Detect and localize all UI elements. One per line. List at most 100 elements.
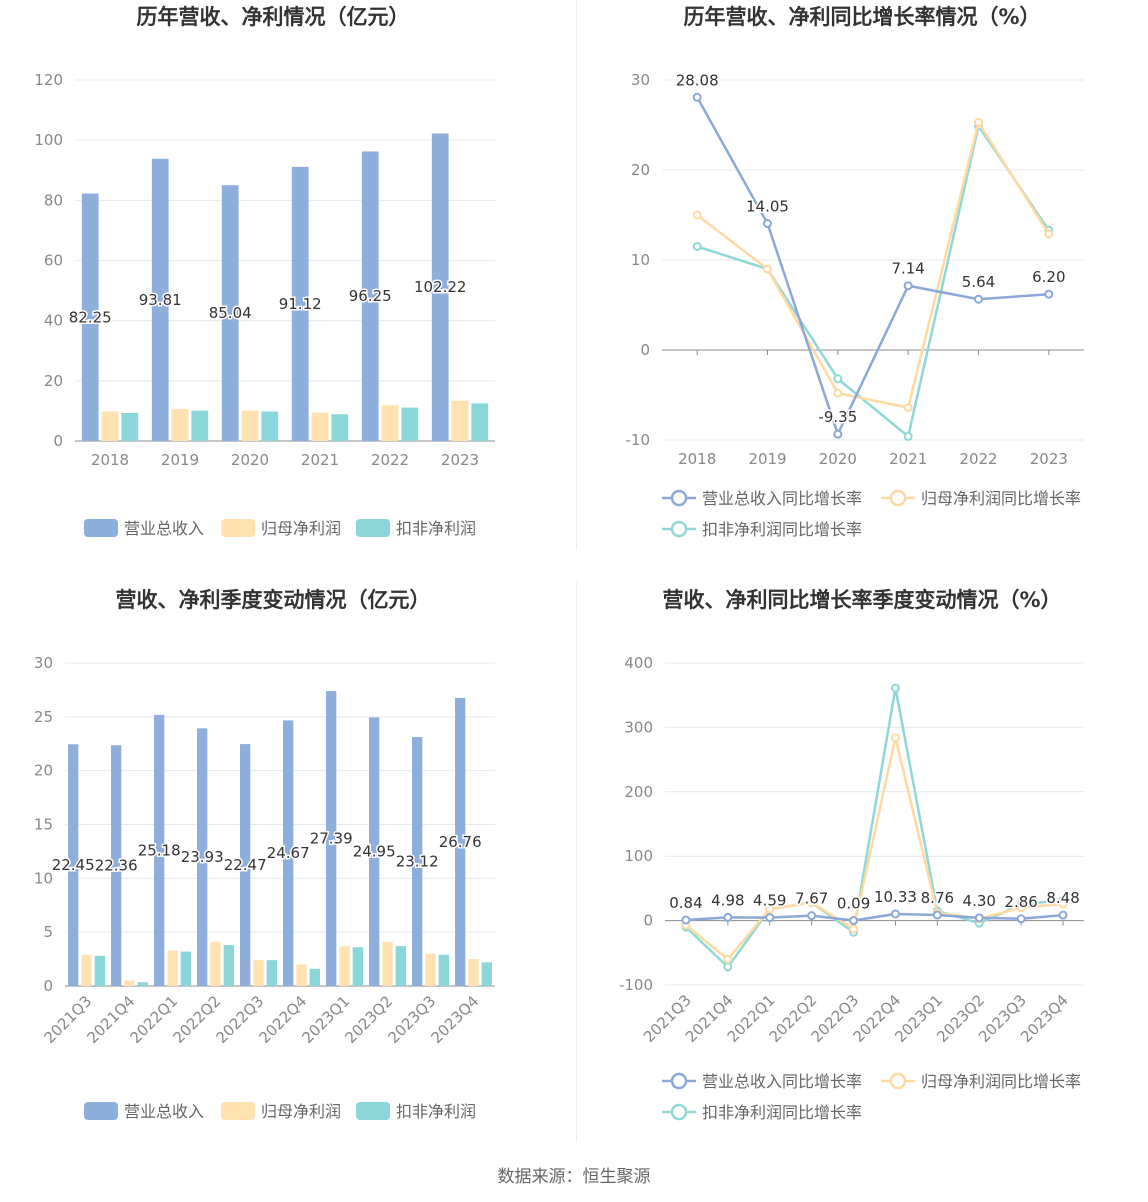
bar-deducted-profit bbox=[121, 413, 139, 441]
data-label: 23.12 bbox=[396, 853, 439, 871]
y-tick-label: 0 bbox=[53, 432, 63, 450]
bar-deducted-profit bbox=[261, 411, 279, 441]
data-point bbox=[903, 431, 913, 441]
legend-item: 归母净利润同比增长率 bbox=[881, 489, 1081, 508]
data-point bbox=[974, 913, 984, 923]
x-tick-label: 2020 bbox=[819, 450, 857, 468]
data-point bbox=[765, 913, 775, 923]
data-label: 22.36 bbox=[95, 857, 138, 875]
bar-parent-profit bbox=[425, 953, 436, 986]
data-label: 6.20 bbox=[1032, 268, 1065, 286]
bar-deducted-profit bbox=[223, 945, 234, 986]
y-tick-label: 0 bbox=[640, 341, 650, 359]
legend-label: 营业总收入同比增长率 bbox=[702, 1072, 862, 1091]
data-point bbox=[765, 904, 775, 914]
y-tick-label: 20 bbox=[631, 161, 650, 179]
y-tick-label: 10 bbox=[34, 869, 53, 887]
data-point bbox=[807, 898, 817, 908]
bar-revenue bbox=[151, 158, 169, 441]
y-tick-label: 100 bbox=[624, 847, 653, 865]
bar-revenue bbox=[221, 185, 239, 441]
legend-swatch bbox=[84, 1102, 118, 1120]
legend-swatch-marker bbox=[670, 520, 688, 538]
legend-swatch bbox=[356, 1102, 390, 1120]
legend-item: 归母净利润 bbox=[221, 519, 341, 538]
data-point bbox=[807, 911, 817, 921]
bar-parent-profit bbox=[339, 946, 350, 986]
data-point bbox=[849, 916, 859, 926]
bar-revenue bbox=[197, 728, 208, 986]
data-point bbox=[1058, 899, 1068, 909]
x-tick-label: 2023 bbox=[441, 451, 479, 469]
bar-revenue bbox=[154, 714, 165, 986]
bar-parent-profit bbox=[167, 950, 178, 986]
bar-deducted-profit bbox=[331, 414, 349, 441]
data-label: 27.39 bbox=[310, 830, 353, 848]
vertical-divider-top bbox=[576, 0, 577, 550]
legend-label: 营业总收入 bbox=[124, 1102, 204, 1121]
legend-swatch-marker bbox=[670, 1103, 688, 1121]
y-tick-label: 25 bbox=[34, 708, 53, 726]
data-point bbox=[692, 92, 702, 102]
bar-revenue bbox=[361, 151, 379, 441]
data-label: 5.64 bbox=[962, 273, 995, 291]
legend-swatch-marker bbox=[889, 1072, 907, 1090]
data-label: -9.35 bbox=[818, 408, 857, 426]
y-tick-label: 5 bbox=[43, 923, 53, 941]
y-tick-label: 40 bbox=[44, 312, 63, 330]
bar-deducted-profit bbox=[266, 960, 277, 986]
x-tick-label: 2022 bbox=[959, 450, 997, 468]
data-label: 8.76 bbox=[921, 889, 954, 907]
chart-annual_amount: 历年营收、净利情况（亿元） 0 20 40 60 80 100 120 2018 2019 2020… bbox=[34, 5, 495, 538]
bar-parent-profit bbox=[382, 941, 393, 986]
data-label: 4.98 bbox=[711, 891, 744, 909]
data-label: 4.59 bbox=[753, 892, 786, 910]
chart-quarter_amount: 营收、净利季度变动情况（亿元）0510152025302021Q32021Q42… bbox=[34, 588, 495, 1121]
data-point bbox=[974, 294, 983, 304]
legend-swatch bbox=[84, 519, 118, 537]
series-line-deducted-profit bbox=[696, 124, 1050, 438]
bar-parent-profit bbox=[81, 954, 92, 986]
legend-item: 扣非净利润同比增长率 bbox=[662, 1103, 862, 1122]
legend-item: 扣非净利润同比增长率 bbox=[662, 520, 862, 539]
bar-parent-profit bbox=[468, 959, 479, 986]
x-tick-label: 2019 bbox=[161, 451, 199, 469]
bar-parent-profit bbox=[101, 411, 119, 441]
data-point bbox=[681, 915, 691, 925]
y-tick-label: 30 bbox=[631, 71, 650, 89]
data-label: 4.30 bbox=[963, 892, 996, 910]
data-point bbox=[932, 910, 942, 920]
bar-parent-profit bbox=[241, 410, 259, 441]
x-tick-label: 2022 bbox=[371, 451, 409, 469]
legend-swatch bbox=[356, 519, 390, 537]
data-point bbox=[763, 264, 772, 274]
data-point bbox=[833, 388, 843, 398]
bar-revenue bbox=[431, 133, 449, 441]
data-label: 26.76 bbox=[439, 833, 482, 851]
data-label: 14.05 bbox=[746, 198, 789, 216]
data-label: 7.14 bbox=[891, 260, 924, 278]
y-tick-label: -100 bbox=[619, 976, 653, 994]
bar-revenue bbox=[111, 745, 122, 986]
series-line-parent-profit bbox=[685, 736, 1064, 961]
bar-deducted-profit bbox=[395, 946, 406, 986]
data-label: 22.47 bbox=[224, 856, 267, 874]
x-tick-label: 2019 bbox=[748, 450, 786, 468]
data-label: 85.04 bbox=[209, 304, 252, 322]
legend-item: 归母净利润同比增长率 bbox=[881, 1072, 1081, 1091]
y-tick-label: 15 bbox=[34, 816, 53, 834]
legend-label: 归母净利润同比增长率 bbox=[921, 489, 1081, 508]
bar-parent-profit bbox=[381, 405, 399, 441]
data-label: 82.25 bbox=[69, 308, 112, 326]
data-point bbox=[1016, 914, 1026, 924]
legend-label: 扣非净利润 bbox=[396, 1102, 476, 1121]
y-tick-label: 60 bbox=[44, 252, 63, 270]
legend-label: 归母净利润 bbox=[261, 1102, 341, 1121]
data-label: 24.67 bbox=[267, 844, 310, 862]
data-point bbox=[849, 924, 859, 934]
x-tick-label: 2018 bbox=[678, 450, 716, 468]
data-label: 93.81 bbox=[139, 291, 182, 309]
bar-deducted-profit bbox=[137, 982, 148, 986]
chart-quarter_growth: 营收、净利同比增长率季度变动情况（%）-10001002003004002021… bbox=[619, 588, 1084, 1122]
